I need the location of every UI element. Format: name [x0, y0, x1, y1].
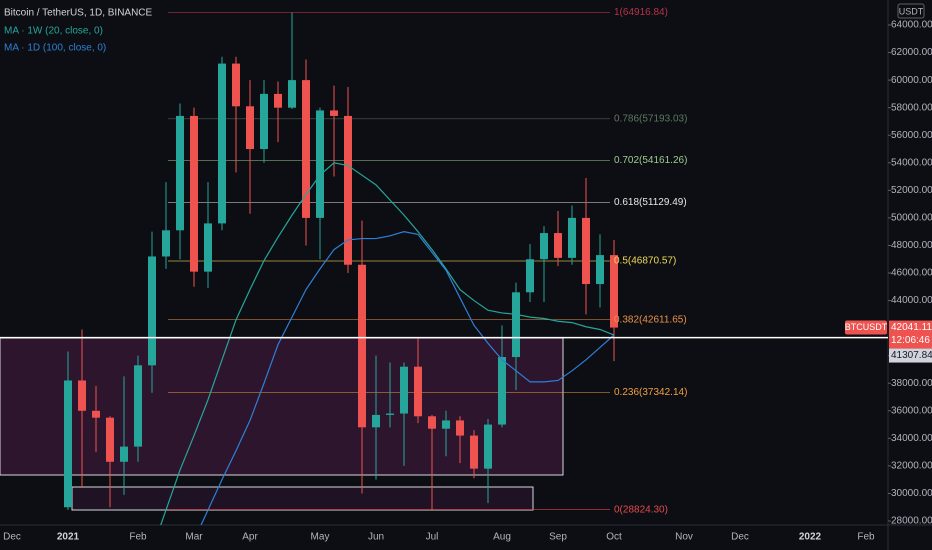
y-tick-label: 36000.00 — [891, 405, 932, 416]
x-tick-label: 2021 — [57, 532, 80, 543]
symbol: BTCUSDT — [845, 322, 888, 332]
fib-label: 0.236(37342.14) — [614, 387, 687, 398]
candle-body — [442, 420, 450, 429]
y-tick-label: 34000.00 — [891, 433, 932, 444]
legend-entry: MA · 1D (100, close, 0) — [4, 43, 106, 54]
candle-body — [92, 410, 100, 418]
candle-body — [358, 264, 366, 428]
ma-line — [200, 231, 615, 525]
candle-body — [400, 366, 408, 414]
candle-body — [148, 256, 156, 366]
candle-body — [302, 80, 310, 218]
y-tick-label: 38000.00 — [891, 378, 932, 389]
fib-label: 1(64916.84) — [614, 7, 668, 18]
candle-body — [120, 446, 128, 462]
candle-body — [540, 233, 548, 260]
currency-box[interactable] — [897, 3, 925, 19]
zone-box — [0, 337, 564, 476]
candle-body — [512, 292, 520, 358]
plot-area — [64, 12, 618, 525]
x-tick-label: Jun — [368, 532, 384, 543]
y-tick-label: 48000.00 — [891, 240, 932, 251]
candle-body — [274, 93, 282, 108]
x-tick-label: Dec — [3, 532, 21, 543]
y-tick-label: 58000.00 — [891, 102, 932, 113]
candle-body — [526, 259, 534, 293]
candle-body — [134, 365, 142, 447]
fib-label: 0.786(57193.03) — [614, 113, 687, 124]
fib-label: 0.382(42611.65) — [614, 314, 687, 325]
candle-body — [190, 115, 198, 272]
candle-body — [498, 357, 506, 425]
candle-body — [218, 63, 226, 224]
candle-body — [610, 255, 618, 328]
x-tick-label: Jul — [426, 532, 439, 543]
candle-body — [414, 366, 422, 417]
level-price: 41307.84 — [891, 350, 932, 361]
candle-body — [246, 106, 254, 150]
y-tick-label: 50000.00 — [891, 213, 932, 224]
candle-body — [232, 63, 240, 107]
symbol-tag — [845, 320, 887, 335]
x-tick-label: Feb — [857, 532, 875, 543]
candle-body — [78, 380, 86, 411]
last-price: 42041.11 — [891, 322, 932, 333]
x-tick-label: Dec — [731, 532, 749, 543]
candle-body — [204, 223, 212, 272]
x-tick-label: Oct — [606, 532, 622, 543]
candle-body — [106, 417, 114, 462]
y-tick-label: 56000.00 — [891, 130, 932, 141]
candle-body — [330, 110, 338, 116]
candle-body — [344, 115, 352, 265]
x-tick-label: Aug — [493, 532, 511, 543]
y-tick-label: 46000.00 — [891, 268, 932, 279]
zone-box — [71, 486, 534, 511]
price-tag — [889, 320, 932, 349]
candle-body — [260, 93, 268, 150]
y-tick-label: 54000.00 — [891, 157, 932, 168]
candle-body — [582, 217, 590, 285]
candle-body — [316, 110, 324, 218]
candle-body — [568, 217, 576, 258]
ma-line — [160, 162, 615, 525]
y-tick-label: 32000.00 — [891, 461, 932, 472]
candle-body — [484, 424, 492, 469]
fib-label: 0.5(46870.57) — [614, 256, 676, 267]
x-tick-label: Apr — [242, 532, 258, 543]
level-tag — [889, 348, 932, 363]
candle-body — [176, 115, 184, 231]
candle-body — [596, 255, 604, 285]
y-tick-label: 52000.00 — [891, 185, 932, 196]
y-tick-label: 30000.00 — [891, 488, 932, 499]
candle-body — [288, 80, 296, 108]
x-tick-label: 2022 — [799, 532, 822, 543]
candle-body — [470, 435, 478, 469]
candle-body — [162, 230, 170, 257]
currency: USDT — [899, 6, 924, 16]
fib-label: 0.702(54161.26) — [614, 155, 687, 166]
x-tick-label: Nov — [675, 532, 693, 543]
candle-body — [386, 413, 394, 415]
legend-entry: MA · 1W (20, close, 0) — [4, 26, 103, 37]
x-tick-label: Mar — [185, 532, 203, 543]
candle-body — [554, 233, 562, 258]
y-tick-label: 64000.00 — [891, 20, 932, 31]
fib-label: 0.618(51129.49) — [614, 197, 687, 208]
fib-label: 0(28824.30) — [614, 504, 668, 515]
countdown: 12:06:46 — [891, 335, 930, 346]
candle-body — [372, 414, 380, 428]
y-tick-label: 44000.00 — [891, 295, 932, 306]
candle-body — [64, 380, 72, 508]
candle-body — [428, 416, 436, 429]
chart-title: Bitcoin / TetherUS, 1D, BINANCE — [4, 8, 153, 19]
candle-body — [456, 420, 464, 436]
y-tick-label: 60000.00 — [891, 75, 932, 86]
y-tick-label: 62000.00 — [891, 47, 932, 58]
x-tick-label: May — [311, 532, 330, 543]
x-tick-label: Feb — [129, 532, 147, 543]
y-tick-label: 28000.00 — [891, 516, 932, 527]
x-tick-label: Sep — [549, 532, 567, 543]
